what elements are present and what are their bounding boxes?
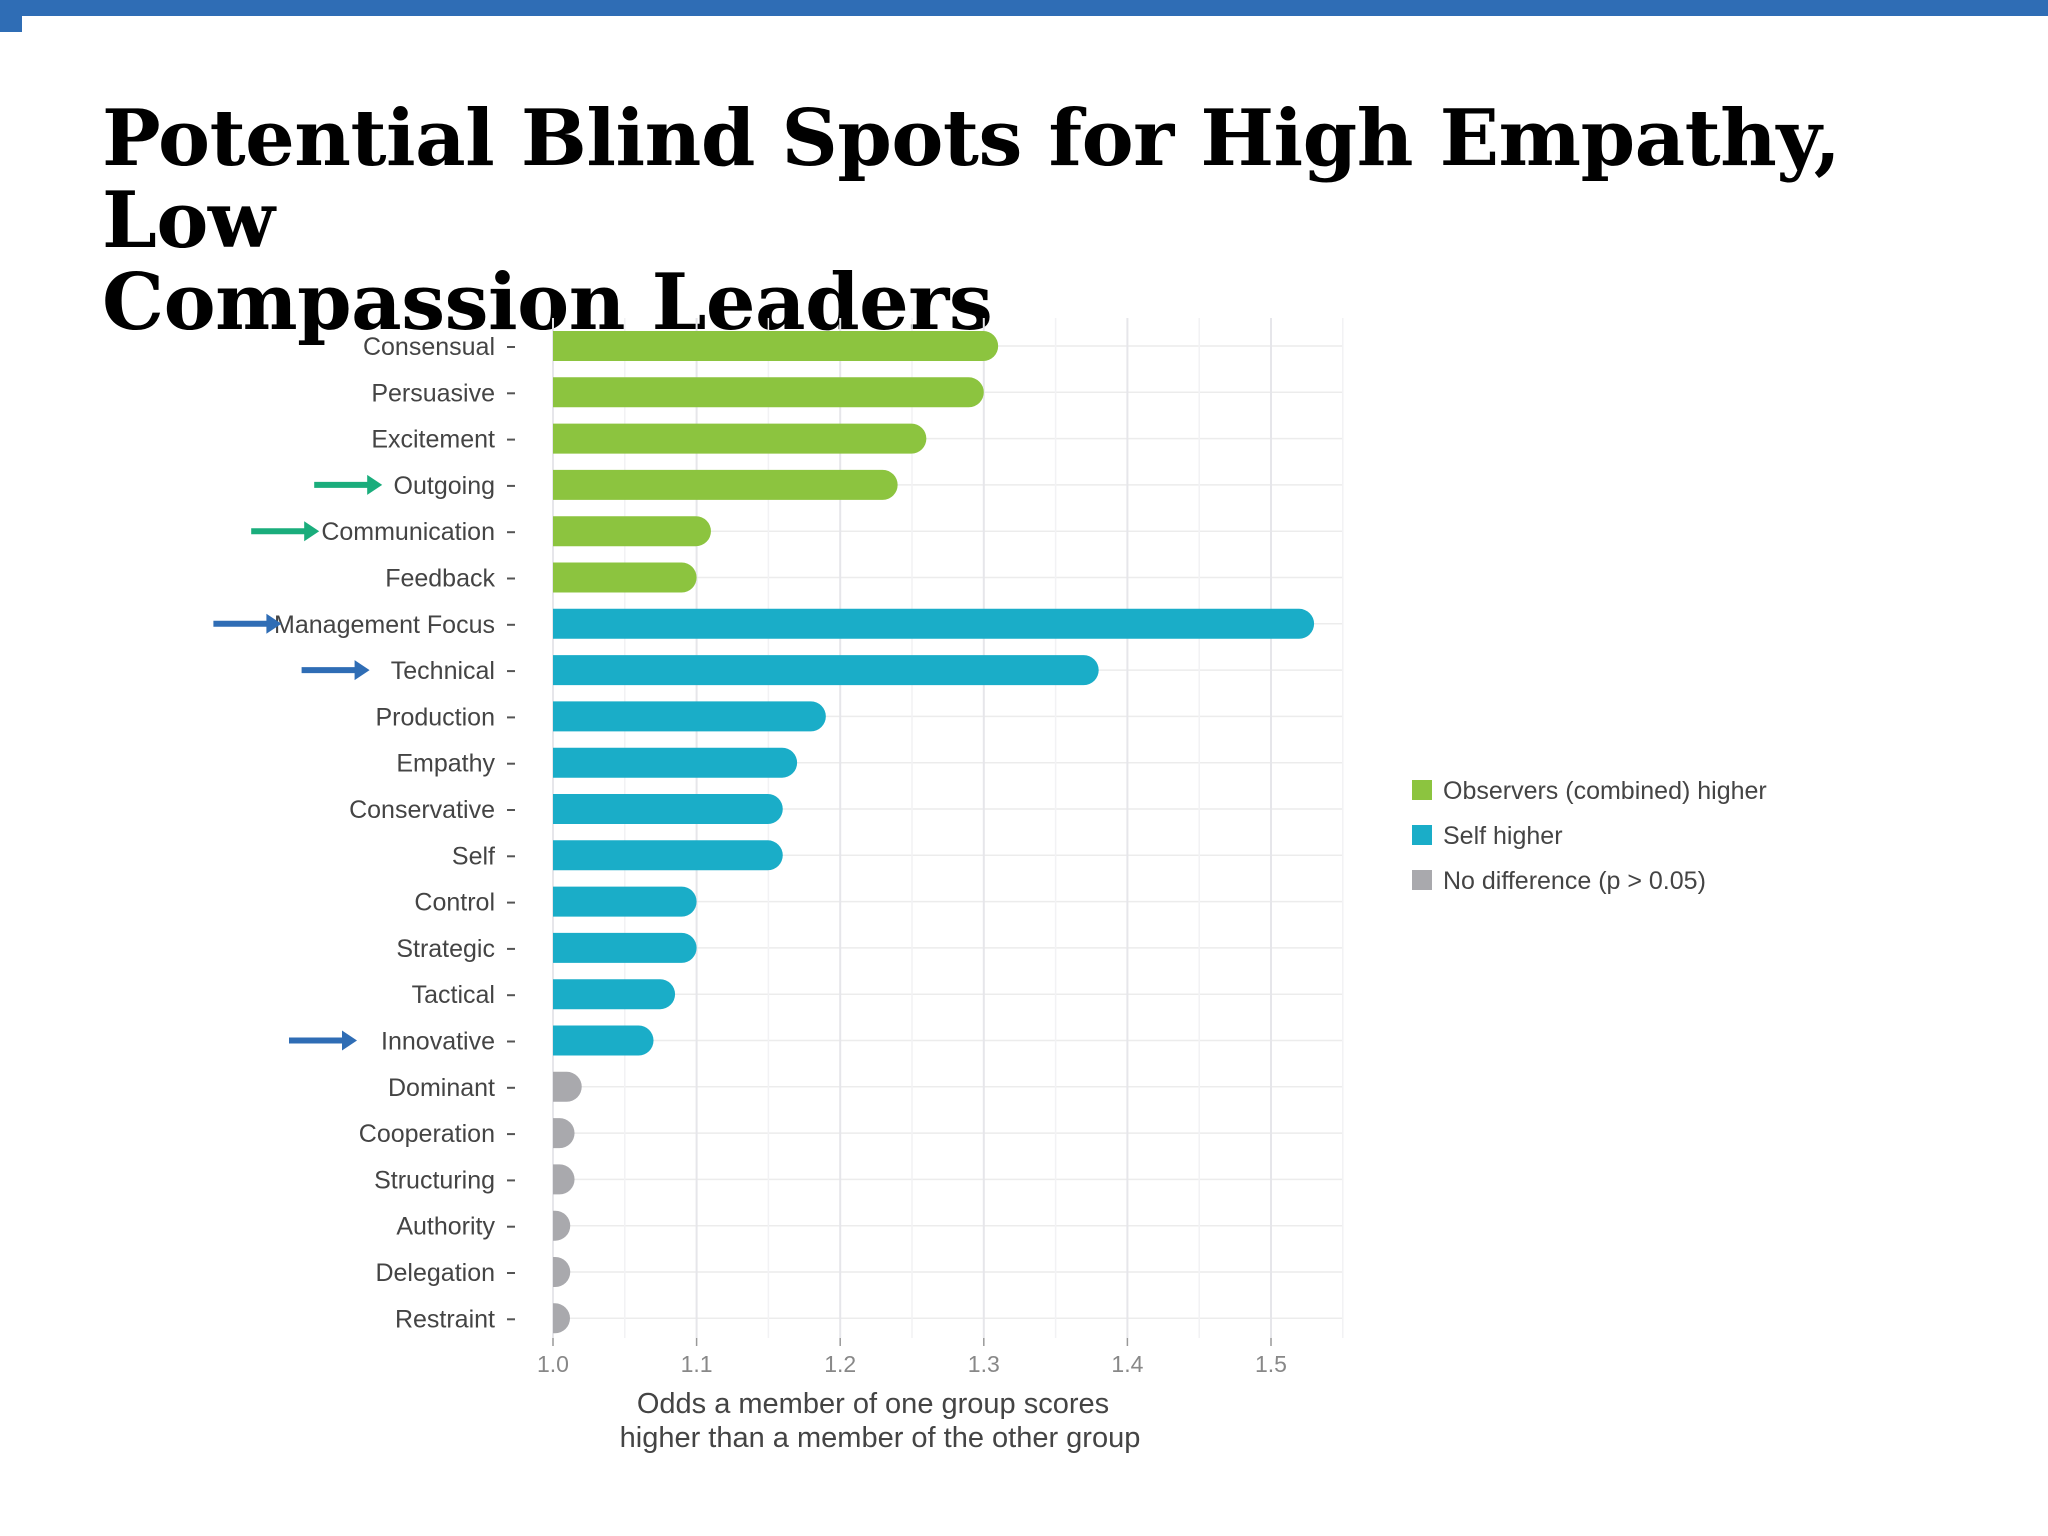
chart-x-axis-ticks: 1.0 1.1 1.2 1.3 1.4 1.5: [537, 1338, 1287, 1377]
slide-top-accent-tab: [0, 16, 22, 32]
category-label: Dominant: [388, 1074, 495, 1102]
x-tick-label: 1.3: [968, 1351, 1000, 1377]
category-label: Feedback: [385, 565, 495, 593]
slide-title-line-1: Potential Blind Spots for High Empathy, …: [102, 93, 1841, 266]
chart-category-labels: Consensual Persuasive Excitement Outgoing Co…: [274, 333, 515, 1333]
bar-tactical: [553, 979, 676, 1010]
category-label: Management Focus: [274, 611, 495, 639]
bar-dominant: [553, 1071, 582, 1102]
highlight-arrow-icon: [367, 474, 383, 495]
x-tick-label: 1.5: [1255, 1351, 1287, 1377]
bar-production: [553, 701, 826, 732]
category-label: Communication: [321, 518, 495, 546]
bar-strategic: [553, 932, 697, 963]
bar-authority: [553, 1210, 571, 1241]
x-tick-label: 1.4: [1111, 1351, 1143, 1377]
category-label: Consensual: [363, 333, 495, 361]
slide-title-line-2: Compassion Leaders: [102, 257, 993, 348]
x-tick-label: 1.1: [681, 1351, 713, 1377]
category-label: Production: [375, 703, 495, 731]
category-label: Innovative: [381, 1028, 495, 1056]
bar-consensual: [553, 331, 999, 361]
category-label: Authority: [396, 1213, 495, 1241]
bar-feedback: [553, 562, 697, 593]
bar-technical: [553, 655, 1099, 686]
category-label: Delegation: [375, 1259, 495, 1287]
legend-label-observers: Observers (combined) higher: [1443, 777, 1767, 805]
chart-bars: [553, 331, 1315, 1334]
category-label: Excitement: [371, 426, 495, 454]
category-label: Cooperation: [359, 1120, 495, 1148]
highlight-arrow-icon: [342, 1030, 357, 1051]
bar-control: [553, 886, 697, 917]
x-tick-label: 1.0: [537, 1351, 569, 1377]
bar-delegation: [553, 1257, 571, 1287]
bar-outgoing: [553, 469, 898, 500]
slide-top-accent-bar: [0, 0, 2048, 16]
x-tick-label: 1.2: [824, 1351, 856, 1377]
category-label: Outgoing: [394, 472, 495, 500]
legend-label-none: No difference (p > 0.05): [1443, 867, 1706, 895]
bar-communication: [553, 516, 711, 547]
category-label: Tactical: [412, 981, 495, 1009]
bar-persuasive: [553, 377, 984, 408]
legend-swatch-none: [1412, 870, 1432, 890]
legend-swatch-self: [1412, 825, 1432, 845]
category-label: Persuasive: [371, 379, 495, 407]
x-axis-label-line-2: higher than a member of the other group: [620, 1422, 1141, 1454]
category-label: Restraint: [395, 1305, 495, 1333]
bar-restraint: [553, 1303, 571, 1334]
category-label: Technical: [391, 657, 495, 685]
bar-excitement: [553, 423, 927, 454]
category-label: Conservative: [349, 796, 495, 824]
legend-swatch-observers: [1412, 780, 1432, 800]
bar-empathy: [553, 747, 798, 778]
legend-label-self: Self higher: [1443, 822, 1563, 850]
highlight-arrow-icon: [354, 660, 370, 681]
highlight-arrow-icon: [304, 521, 320, 542]
bar-self: [553, 840, 783, 871]
bar-cooperation: [553, 1118, 575, 1149]
highlight-arrow-icon: [266, 613, 282, 634]
chart-highlight-arrows: [213, 474, 383, 1051]
x-axis-label-line-1: Odds a member of one group scores: [637, 1388, 1109, 1420]
bar-management-focus: [553, 608, 1315, 639]
category-label: Strategic: [396, 935, 495, 963]
bar-innovative: [553, 1025, 654, 1056]
category-label: Empathy: [396, 750, 495, 778]
category-label: Structuring: [374, 1166, 495, 1194]
bar-conservative: [553, 794, 783, 824]
bar-structuring: [553, 1164, 575, 1195]
chart-legend: Observers (combined) higher Self higher No…: [1412, 777, 1767, 895]
slide-title: Potential Blind Spots for High Empathy, …: [102, 98, 2002, 344]
category-label: Self: [452, 842, 495, 870]
category-label: Control: [414, 889, 495, 917]
